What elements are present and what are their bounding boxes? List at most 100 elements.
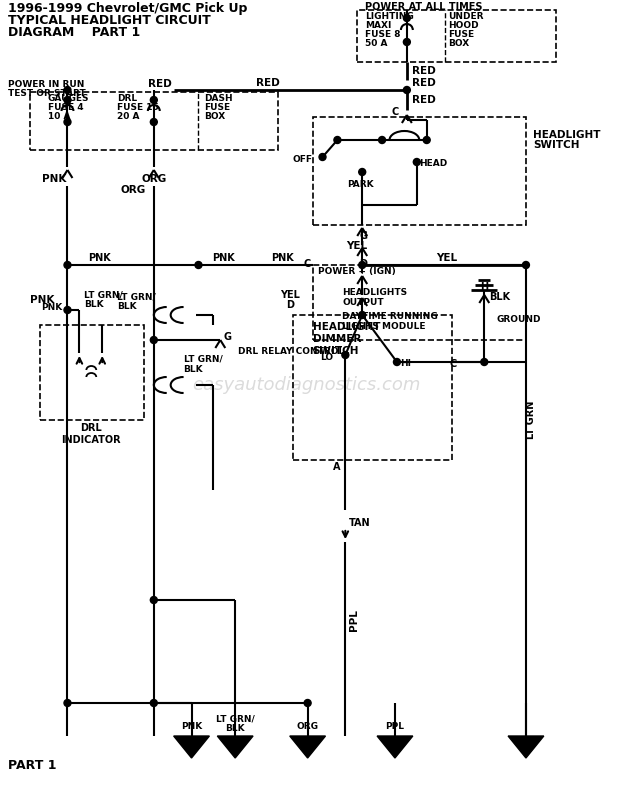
Text: 50 A: 50 A <box>365 39 387 48</box>
Text: PPL: PPL <box>386 722 404 731</box>
Text: SWITCH: SWITCH <box>313 346 359 356</box>
Text: H: H <box>480 282 488 292</box>
Text: RED: RED <box>412 78 436 88</box>
Text: ORG: ORG <box>141 174 166 184</box>
Circle shape <box>304 699 311 706</box>
Text: FUSE 4: FUSE 4 <box>48 103 83 112</box>
Bar <box>40 325 144 420</box>
Circle shape <box>404 14 410 22</box>
Text: C: C <box>449 359 457 369</box>
Circle shape <box>64 97 71 103</box>
Text: PNK: PNK <box>43 174 67 184</box>
Circle shape <box>150 699 158 706</box>
Circle shape <box>64 699 71 706</box>
Text: E: E <box>522 739 530 749</box>
Text: LT GRN/: LT GRN/ <box>117 292 156 301</box>
Text: DRL RELAY CONTROL: DRL RELAY CONTROL <box>238 347 344 356</box>
Bar <box>313 265 526 340</box>
Text: PART 1: PART 1 <box>8 759 56 772</box>
Text: DAYTIME RUNNING: DAYTIME RUNNING <box>342 312 438 321</box>
Text: GROUND: GROUND <box>496 315 541 325</box>
Text: BLK: BLK <box>84 300 104 309</box>
Circle shape <box>319 154 326 161</box>
Circle shape <box>150 97 158 103</box>
Text: FUSE 15: FUSE 15 <box>117 103 159 112</box>
Text: PNK: PNK <box>88 253 111 263</box>
Text: PNK: PNK <box>41 303 62 313</box>
Text: C: C <box>303 739 311 749</box>
Circle shape <box>413 158 420 166</box>
Circle shape <box>404 38 410 46</box>
Text: HOOD: HOOD <box>449 21 479 30</box>
Text: OFF: OFF <box>292 154 313 163</box>
Circle shape <box>64 262 71 269</box>
Text: 10 A: 10 A <box>48 112 70 121</box>
Text: OUTPUT: OUTPUT <box>342 298 384 307</box>
Circle shape <box>394 358 400 366</box>
Text: YEL: YEL <box>280 290 300 300</box>
Text: MAXI: MAXI <box>365 21 392 30</box>
Text: RED: RED <box>256 78 280 88</box>
Text: DRL: DRL <box>117 94 137 103</box>
Text: LIGHTING: LIGHTING <box>365 12 414 21</box>
Text: HI: HI <box>400 359 411 369</box>
Text: PNK: PNK <box>212 253 235 263</box>
Text: SWITCH: SWITCH <box>533 140 580 150</box>
Text: TAN: TAN <box>349 518 371 528</box>
Text: C: C <box>392 107 399 117</box>
Text: BOX: BOX <box>205 112 226 121</box>
Bar <box>293 315 452 460</box>
Text: D: D <box>359 259 367 269</box>
Text: RED: RED <box>412 95 436 105</box>
Text: LT GRN/: LT GRN/ <box>184 355 222 364</box>
Circle shape <box>334 137 341 143</box>
Text: PARK: PARK <box>347 180 373 189</box>
Text: BLK: BLK <box>117 302 137 311</box>
Text: A: A <box>187 739 196 749</box>
Bar <box>357 10 556 62</box>
Polygon shape <box>290 736 326 758</box>
Text: POWER AT ALL TIMES: POWER AT ALL TIMES <box>365 2 483 12</box>
Text: UNDER: UNDER <box>449 12 484 21</box>
Text: FUSE: FUSE <box>449 30 475 39</box>
Text: 1996-1999 Chevrolet/GMC Pick Up: 1996-1999 Chevrolet/GMC Pick Up <box>8 2 247 15</box>
Text: FUSE 8: FUSE 8 <box>365 30 400 39</box>
Bar <box>30 92 278 150</box>
Circle shape <box>404 86 410 94</box>
Circle shape <box>358 169 366 175</box>
Circle shape <box>64 86 71 94</box>
Polygon shape <box>508 736 544 758</box>
Text: PNK: PNK <box>30 295 54 305</box>
Circle shape <box>150 337 158 343</box>
Circle shape <box>358 262 366 269</box>
Polygon shape <box>218 736 253 758</box>
Bar <box>313 117 526 225</box>
Text: RED: RED <box>148 79 172 89</box>
Text: GAUGES: GAUGES <box>48 94 89 103</box>
Circle shape <box>342 351 349 358</box>
Text: LIGHTS MODULE: LIGHTS MODULE <box>342 322 426 331</box>
Text: B: B <box>231 739 239 749</box>
Text: 20 A: 20 A <box>117 112 140 121</box>
Text: HEAD: HEAD <box>419 159 447 169</box>
Text: PNK: PNK <box>271 253 294 263</box>
Text: C: C <box>303 259 311 269</box>
Text: POWER IN RUN: POWER IN RUN <box>8 80 84 89</box>
Circle shape <box>64 118 71 126</box>
Circle shape <box>481 358 488 366</box>
Text: PNK: PNK <box>181 722 202 731</box>
Text: TYPICAL HEADLIGHT CIRCUIT: TYPICAL HEADLIGHT CIRCUIT <box>8 14 211 27</box>
Text: TEST OR START: TEST OR START <box>8 89 86 98</box>
Text: G: G <box>223 332 231 342</box>
Text: BLK: BLK <box>184 365 203 374</box>
Text: A: A <box>333 462 341 472</box>
Text: ORG: ORG <box>297 722 319 731</box>
Text: DIMMER: DIMMER <box>313 334 361 344</box>
Circle shape <box>423 137 430 143</box>
Text: HEADLIGHT: HEADLIGHT <box>313 322 380 332</box>
Circle shape <box>150 597 158 603</box>
Text: YEL: YEL <box>346 241 367 251</box>
Circle shape <box>379 137 386 143</box>
Text: D: D <box>286 300 294 310</box>
Circle shape <box>522 262 530 269</box>
